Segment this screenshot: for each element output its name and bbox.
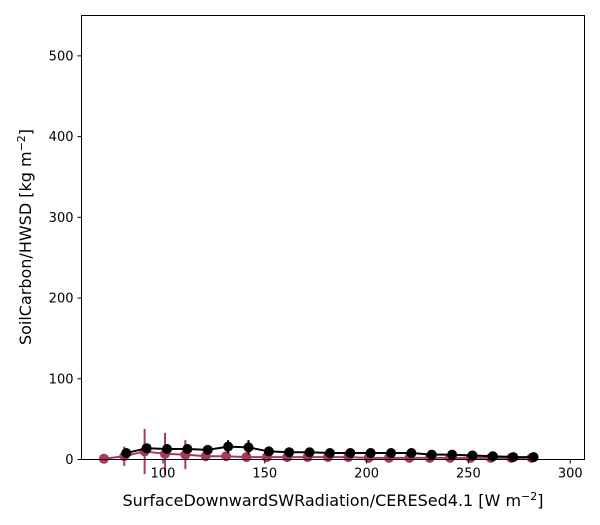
x-tick-label: 100	[151, 467, 176, 482]
data-point	[365, 448, 376, 459]
data-point	[386, 448, 397, 459]
y-tick-label: 100	[49, 372, 74, 387]
data-point	[263, 446, 274, 457]
data-point	[324, 448, 335, 459]
data-point	[141, 443, 152, 454]
x-axis-label-close: ]	[537, 491, 543, 510]
data-point	[447, 449, 458, 460]
data-point	[241, 452, 252, 463]
y-tick-label: 500	[49, 49, 74, 64]
data-point	[98, 453, 109, 464]
data-point	[221, 451, 232, 462]
y-tick-label: 0	[65, 453, 73, 468]
x-axis-ticks: 100 150 200 250 300	[151, 459, 583, 482]
y-axis-label-text: SoilCarbon/HWSD [kg m	[16, 151, 35, 345]
x-axis-label-text: SurfaceDownwardSWRadiation/CERESed4.1 [W…	[122, 491, 521, 510]
data-point	[304, 447, 315, 458]
data-point	[426, 449, 437, 460]
series-line	[103, 450, 532, 460]
data-point	[345, 448, 356, 459]
data-point	[121, 448, 132, 459]
y-axis-label: SoilCarbon/HWSD [kg m−2]	[15, 129, 35, 345]
y-axis-label-close: ]	[16, 129, 35, 135]
y-tick-label: 400	[49, 130, 74, 145]
x-tick-label: 150	[252, 467, 277, 482]
data-point	[182, 444, 193, 455]
x-tick-label: 200	[354, 467, 379, 482]
x-tick-label: 250	[456, 467, 481, 482]
data-point	[202, 444, 213, 455]
x-axis-label-unit: −2	[521, 490, 537, 503]
x-axis-label: SurfaceDownwardSWRadiation/CERESed4.1 [W…	[122, 490, 543, 510]
x-tick-label: 300	[558, 467, 583, 482]
data-point	[284, 447, 295, 458]
series-1	[121, 440, 539, 463]
data-point	[467, 450, 478, 461]
data-point	[528, 452, 539, 463]
data-point	[243, 442, 254, 453]
plot-frame	[81, 15, 585, 460]
data-point	[508, 452, 519, 463]
y-tick-label: 200	[49, 292, 74, 307]
y-axis-label-unit: −2	[15, 135, 28, 151]
data-point	[487, 451, 498, 462]
data-point	[162, 444, 173, 455]
y-tick-label: 300	[49, 211, 74, 226]
data-point	[223, 441, 234, 452]
y-axis-ticks: 0 100 200 300 400 500	[49, 49, 82, 468]
data-point	[406, 448, 417, 459]
